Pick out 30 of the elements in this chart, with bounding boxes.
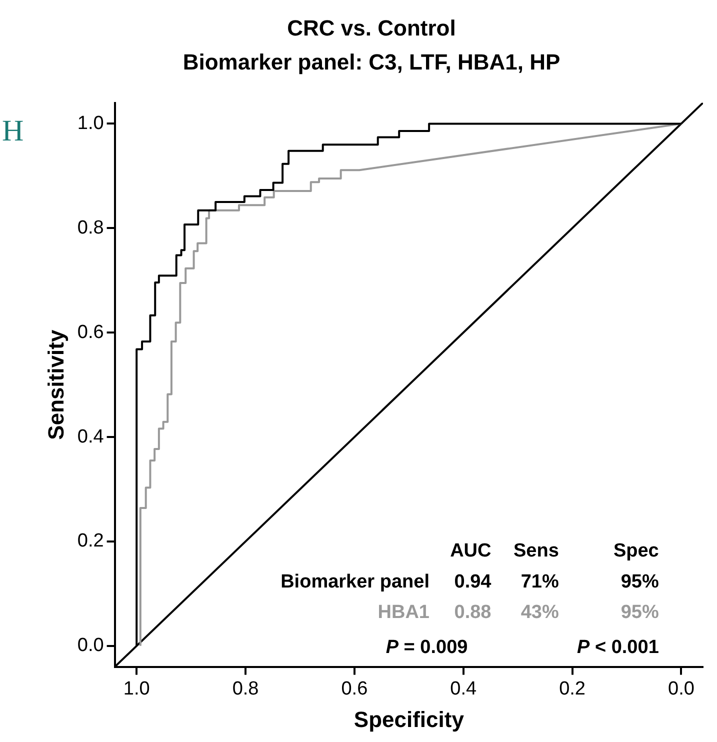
annotation: 0.88 — [454, 602, 492, 623]
x-tick-label: 0.4 — [450, 678, 478, 700]
annotation: 95% — [620, 571, 659, 592]
annotation: 71% — [520, 571, 559, 592]
x-tick-label: 0.8 — [232, 678, 259, 700]
y-tick-label: 0.4 — [77, 426, 104, 448]
annotation: P < 0.001 — [577, 636, 660, 658]
annotation: P = 0.009 — [386, 636, 468, 658]
y-tick-label: 0.0 — [77, 635, 104, 656]
annotation: AUC — [450, 540, 492, 562]
y-tick-label: 0.6 — [77, 322, 104, 343]
chart-title: CRC vs. Control — [287, 15, 456, 40]
text: H — [2, 114, 24, 148]
text: HBA1 — [378, 602, 430, 623]
text: Biomarker panel — [280, 571, 430, 592]
y-axis-title: Sensitivity — [43, 329, 68, 440]
annotation: 95% — [620, 602, 659, 623]
x-axis-title: Specificity — [354, 706, 465, 732]
x-tick-label: 0.2 — [559, 678, 586, 700]
y-tick-label: 0.8 — [77, 217, 104, 238]
y-tick-label: 0.2 — [77, 530, 104, 552]
x-tick-label: 0.0 — [668, 678, 694, 700]
chart-subtitle: Biomarker panel: C3, LTF, HBA1, HP — [182, 50, 560, 75]
annotation: Spec — [613, 540, 660, 562]
x-tick-label: 0.6 — [341, 678, 368, 700]
annotation: 43% — [520, 602, 559, 623]
x-tick-label: 1.0 — [123, 678, 150, 700]
annotation: Sens — [513, 540, 559, 562]
annotation: 0.94 — [454, 571, 492, 592]
y-tick-label: 1.0 — [77, 112, 104, 134]
